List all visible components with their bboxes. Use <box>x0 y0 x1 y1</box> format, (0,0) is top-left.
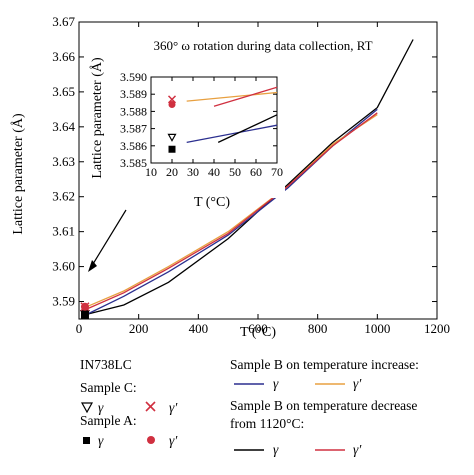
legend-marker-sample-c-gamma <box>80 402 94 414</box>
series-line <box>86 114 378 308</box>
legend: IN738LC Sample C: γ γ′ Sample A: γ γ′ Sa… <box>80 357 419 457</box>
inset-plot: 10 20 30 40 50 60 70 3.585 3.586 3.587 3.588 3.589… <box>89 57 285 210</box>
legend-label-sample-a-gamma: γ <box>98 433 104 448</box>
legend-label-decrease-gamma: γ <box>273 442 279 457</box>
legend-label-increase-gamma-prime: γ′ <box>353 376 362 391</box>
series-line <box>186 124 278 144</box>
y-tick-label: 3.67 <box>52 14 75 29</box>
series-line <box>87 112 378 310</box>
main-plot: 0 200 400 600 800 1000 1200 3.593.603.613.623.… <box>10 14 450 340</box>
inset-x-axis-label: T (°C) <box>194 195 230 210</box>
legend-sample-c: Sample C: <box>80 380 137 395</box>
inset-arrow <box>92 209 127 265</box>
y-tick-label: 3.63 <box>52 154 75 169</box>
legend-marker-sample-a-gamma-prime <box>147 436 155 444</box>
x-tick-label: 30 <box>187 165 199 179</box>
marker-square <box>168 145 176 153</box>
marker-x <box>167 95 177 104</box>
legend-decrease-title-line1: Sample B on temperature decrease <box>230 398 417 413</box>
legend-label-decrease-gamma-prime: γ′ <box>353 442 362 457</box>
x-tick-label: 50 <box>229 165 241 179</box>
x-tick-label: 1200 <box>424 321 450 336</box>
legend-label-sample-a-gamma-prime: γ′ <box>169 433 178 448</box>
marker-circle <box>80 302 89 311</box>
y-tick-label: 3.588 <box>120 104 147 118</box>
legend-increase-title: Sample B on temperature increase: <box>230 357 419 372</box>
y-axis-label: Lattice parameter (Å) <box>10 113 26 235</box>
x-tick-label: 20 <box>166 165 178 179</box>
chart-annotation: 360° ω rotation during data collection, … <box>153 38 372 53</box>
main-y-ticks: 3.59 3.60 3.61 3.62 3.63 3.64 3.65 3.66 3.67 <box>52 14 437 309</box>
inset-y-ticks: 3.585 3.586 3.587 3.588 3.589 3.590 <box>120 70 277 170</box>
inset-arrow-head <box>88 260 97 272</box>
main-series <box>84 39 414 316</box>
y-tick-label: 3.65 <box>52 84 75 99</box>
x-tick-label: 70 <box>271 165 283 179</box>
y-tick-label: 3.64 <box>52 119 75 134</box>
legend-decrease-title-line2: from 1120°C: <box>230 416 304 431</box>
y-tick-label: 3.587 <box>120 122 147 136</box>
x-tick-label: 40 <box>208 165 220 179</box>
series-line <box>213 86 278 107</box>
x-axis-label: T (°C) <box>240 325 276 340</box>
x-tick-label: 600 <box>248 321 268 336</box>
inset-x-ticks: 10 20 30 40 50 60 70 <box>145 77 283 179</box>
x-tick-label: 10 <box>145 165 157 179</box>
marker-triangle <box>167 133 177 142</box>
legend-label-sample-c-gamma: γ <box>98 400 104 415</box>
x-tick-label: 1000 <box>364 321 390 336</box>
legend-marker-sample-a-gamma <box>83 437 90 444</box>
y-tick-label: 3.66 <box>52 49 75 64</box>
y-tick-label: 3.586 <box>120 139 147 153</box>
inset-markers <box>167 95 177 153</box>
x-tick-label: 60 <box>250 165 262 179</box>
series-line <box>217 114 278 143</box>
y-tick-label: 3.590 <box>120 70 147 84</box>
y-tick-label: 3.589 <box>120 87 147 101</box>
y-tick-label: 3.61 <box>52 224 75 239</box>
y-tick-label: 3.62 <box>52 189 75 204</box>
legend-label-increase-gamma: γ <box>273 376 279 391</box>
x-tick-label: 800 <box>308 321 328 336</box>
inset-y-axis-label: Lattice parameter (Å) <box>89 57 105 179</box>
legend-title-in738lc: IN738LC <box>80 357 132 372</box>
legend-label-sample-c-gamma-prime: γ′ <box>169 400 178 415</box>
main-markers <box>79 302 90 319</box>
series-line <box>186 91 278 102</box>
x-tick-label: 0 <box>76 321 83 336</box>
x-tick-label: 200 <box>129 321 149 336</box>
main-x-ticks: 0 200 400 600 800 1000 1200 <box>76 22 450 336</box>
y-tick-label: 3.59 <box>52 294 75 309</box>
legend-marker-sample-c-gamma-prime <box>145 401 156 412</box>
x-tick-label: 400 <box>189 321 209 336</box>
legend-sample-a: Sample A: <box>80 413 137 428</box>
marker-square <box>80 310 89 319</box>
y-tick-label: 3.60 <box>52 259 75 274</box>
inset-series <box>186 86 278 144</box>
y-tick-label: 3.585 <box>120 156 147 170</box>
marker-circle <box>168 101 176 109</box>
